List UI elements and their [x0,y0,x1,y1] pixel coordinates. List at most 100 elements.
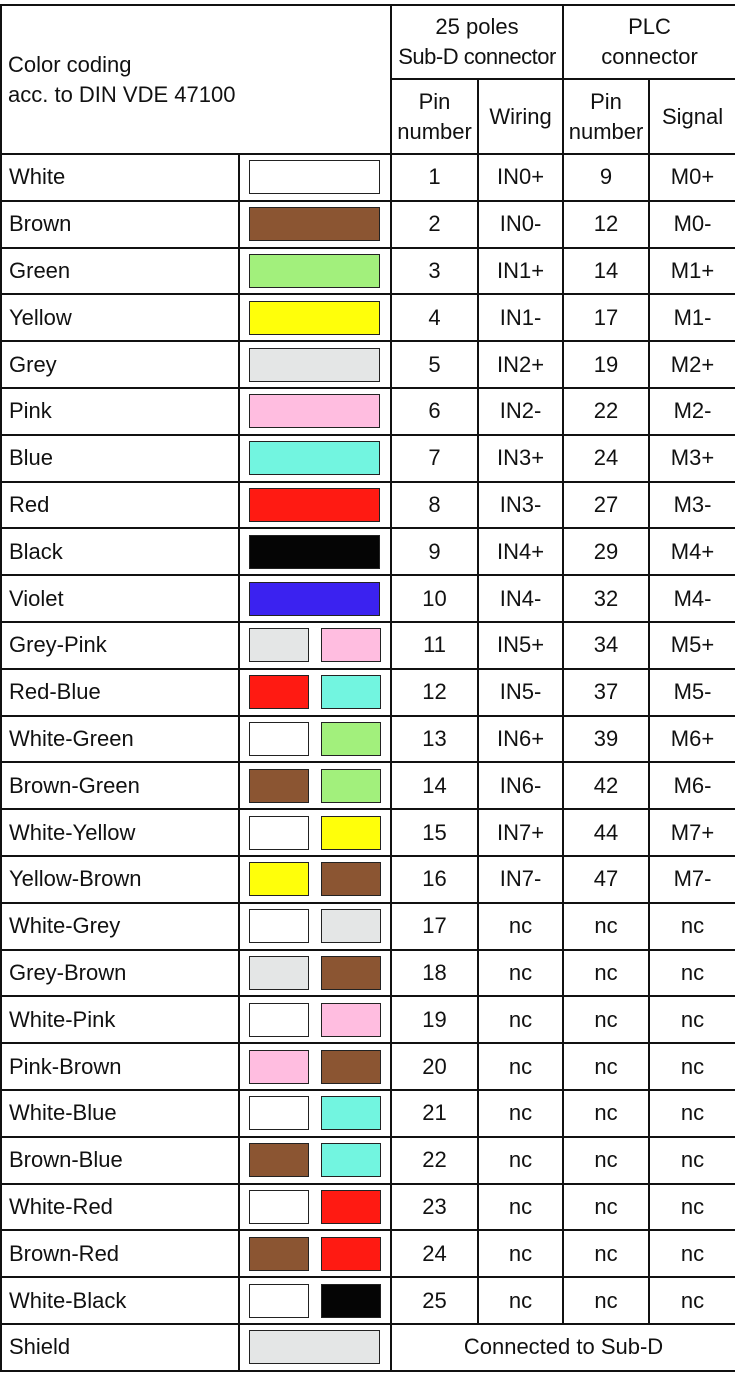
color-name: Brown-Green [0,761,240,811]
color-swatch-cell [237,1276,393,1325]
plc-pin-number: 27 [562,480,651,530]
color-name: Yellow-Brown [0,854,240,904]
swatch-white [249,1189,309,1224]
color-name: Brown-Blue [0,1135,240,1185]
color-swatch-cell [237,386,393,436]
wiring: IN4+ [477,527,565,577]
wiring: nc [477,1088,565,1138]
wiring: nc [477,901,565,951]
plc-pin-number: nc [562,901,651,951]
header-line: Pin [418,88,451,114]
signal: M0- [648,199,735,249]
color-name: Grey-Pink [0,620,240,670]
color-swatch-cell [237,901,393,951]
color-name: Yellow [0,293,240,343]
swatch-red [249,675,309,710]
plc-pin-number: 32 [562,574,651,623]
color-swatch-cell [237,948,393,998]
swatch-violet [249,581,380,616]
swatch-green [249,253,380,288]
header-line: 25 poles [435,14,519,39]
swatch-brown [321,862,382,897]
header-line: number [568,118,644,144]
plc-pin-number: nc [562,1182,651,1232]
swatch-brown [249,768,309,803]
swatch-black [249,534,380,569]
color-swatch [240,300,390,335]
table-row: Violet 10 IN4- 32 M4- [0,574,735,623]
subd-pin-number: 13 [390,714,480,764]
wiring: IN6- [477,761,565,811]
signal: M1- [648,293,735,343]
subd-pin-number: 5 [390,340,480,389]
color-swatch-cell [237,714,393,764]
subd-pin-number: 10 [390,574,480,623]
color-swatch [240,909,390,944]
swatch-pink [321,628,382,663]
color-swatch [240,441,390,476]
signal: M1+ [648,246,735,296]
signal: M2- [648,386,735,436]
table-row: Black 9 IN4+ 29 M4+ [0,527,735,577]
plc-pin-number: nc [562,1229,651,1279]
swatch-brown [321,955,382,990]
swatch-yellow [249,300,380,335]
swatch-green [321,721,382,756]
color-swatch-cell [237,1135,393,1185]
color-name: White-Grey [0,901,240,951]
signal: nc [648,1088,735,1138]
color-swatch [240,815,390,850]
plc-pin-number-header: Pin number [562,78,651,155]
wiring: IN0- [477,199,565,249]
color-swatch-cell [237,761,393,811]
wiring: IN5- [477,667,565,717]
table-row: Grey 5 IN2+ 19 M2+ [0,340,735,389]
subd-pin-number: 21 [390,1088,480,1138]
swatch-pink [249,394,380,429]
color-name: White-Yellow [0,808,240,857]
color-swatch [240,347,390,382]
subd-pin-number: 6 [390,386,480,436]
color-swatch-cell [237,574,393,623]
color-swatch [240,1143,390,1178]
plc-pin-number: 17 [562,293,651,343]
subd-pin-number-header: Pin number [390,78,480,155]
color-name: White [0,153,240,202]
swatch-white [249,1002,309,1037]
color-swatch [240,1049,390,1084]
color-swatch-cell [237,433,393,483]
plc-pin-number: 42 [562,761,651,811]
swatch-pink [249,1049,309,1084]
table-row: Pink 6 IN2- 22 M2- [0,386,735,436]
swatch-white [249,1096,309,1131]
table-row: Blue 7 IN3+ 24 M3+ [0,433,735,483]
swatch-blue [249,441,380,476]
color-swatch-cell [237,1042,393,1091]
color-coding-header: Color coding acc. to DIN VDE 47100 [0,4,393,155]
subd-pin-number: 24 [390,1229,480,1279]
signal: nc [648,1182,735,1232]
signal: M3+ [648,433,735,483]
color-swatch [240,768,390,803]
subd-pin-number: 1 [390,153,480,202]
color-swatch [240,1283,390,1318]
color-name: Pink [0,386,240,436]
table-row: Grey-Brown 18 nc nc nc [0,948,735,998]
table-row: White-Green 13 IN6+ 39 M6+ [0,714,735,764]
swatch-yellow [321,815,382,850]
swatch-grey [249,955,309,990]
plc-pin-number: nc [562,948,651,998]
signal: M5+ [648,620,735,670]
color-name: Grey-Brown [0,948,240,998]
table-row: Red 8 IN3- 27 M3- [0,480,735,530]
signal: M7+ [648,808,735,857]
swatch-brown [249,1236,309,1271]
swatch-green [321,768,382,803]
signal: nc [648,1229,735,1279]
signal: M7- [648,854,735,904]
wiring: IN3+ [477,433,565,483]
wiring: IN2- [477,386,565,436]
plc-pin-number: 9 [562,153,651,202]
plc-pin-number: 12 [562,199,651,249]
signal: M6- [648,761,735,811]
